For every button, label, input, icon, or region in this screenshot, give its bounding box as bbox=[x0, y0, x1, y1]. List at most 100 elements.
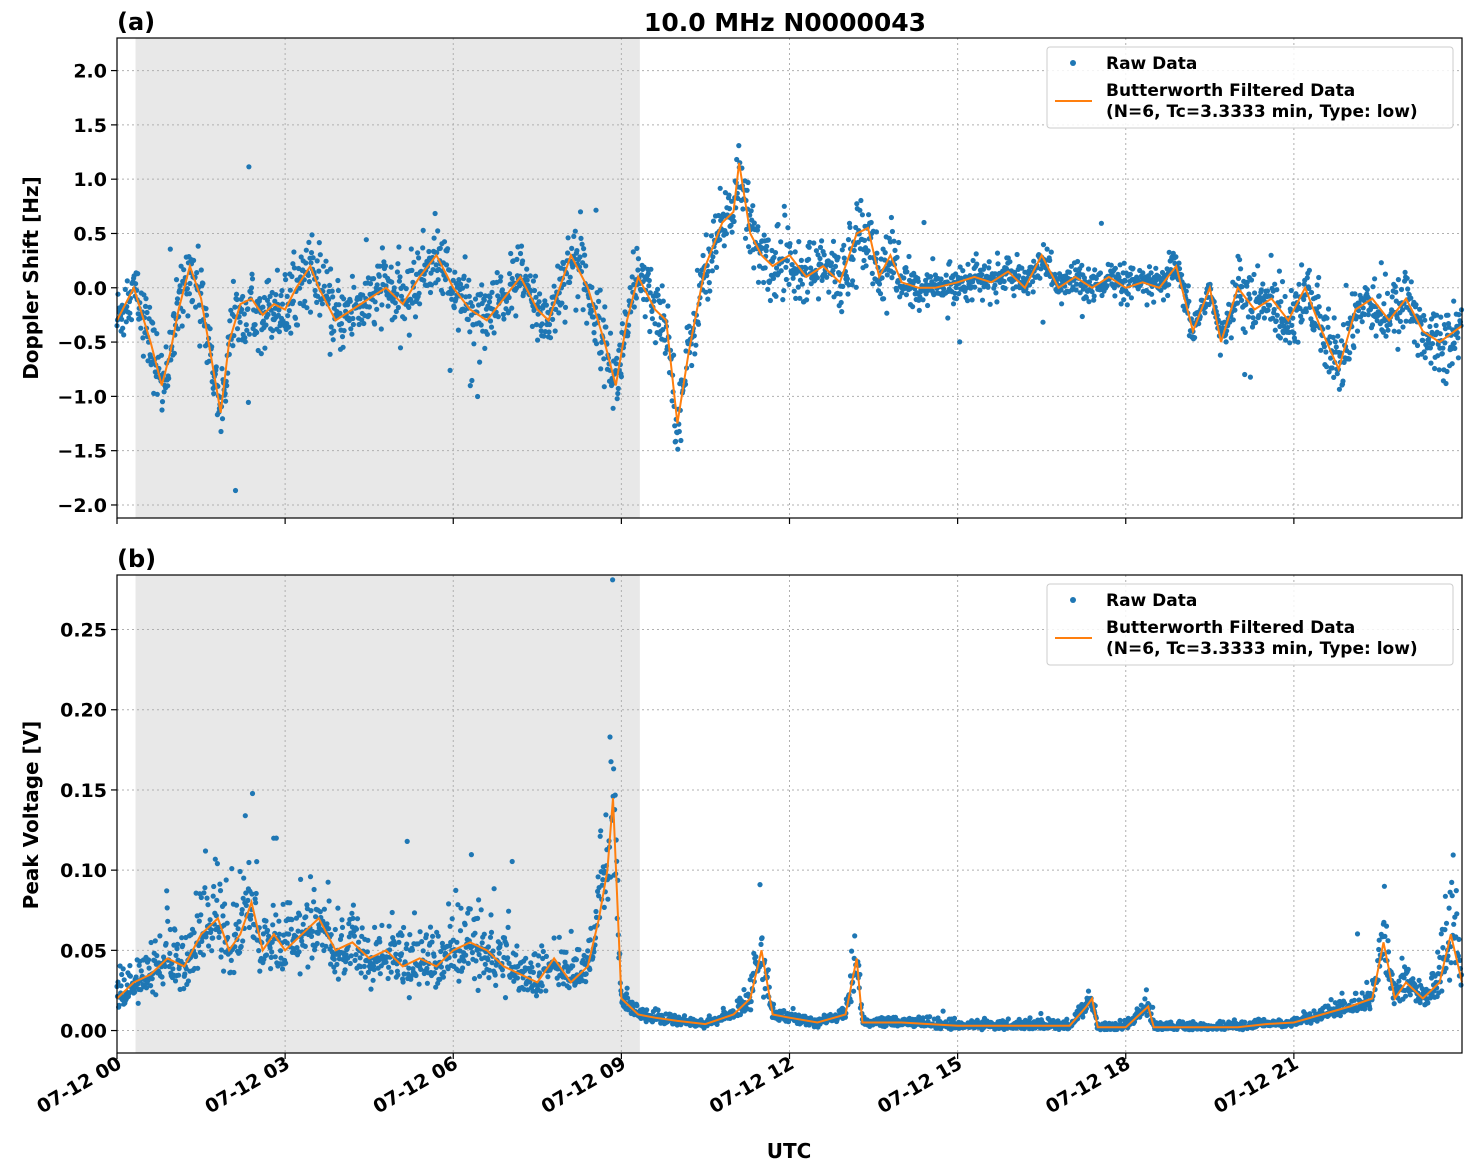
raw-data-point bbox=[965, 261, 971, 267]
raw-data-point bbox=[1442, 340, 1448, 346]
raw-data-point bbox=[379, 922, 385, 929]
raw-data-point bbox=[200, 280, 206, 287]
raw-data-point bbox=[179, 323, 185, 329]
raw-data-point bbox=[731, 218, 737, 224]
raw-data-point bbox=[420, 245, 426, 251]
raw-data-point bbox=[133, 281, 139, 287]
raw-data-point bbox=[695, 321, 702, 327]
raw-data-point bbox=[1247, 374, 1253, 380]
raw-data-point bbox=[547, 335, 554, 341]
raw-data-point bbox=[347, 960, 353, 967]
raw-data-point bbox=[889, 228, 896, 235]
raw-data-point bbox=[213, 364, 219, 370]
raw-data-point bbox=[416, 290, 422, 296]
raw-data-point bbox=[372, 321, 378, 327]
raw-data-point bbox=[1124, 302, 1130, 308]
raw-data-point bbox=[452, 953, 458, 959]
raw-data-point bbox=[191, 930, 197, 936]
raw-data-point bbox=[1332, 339, 1338, 345]
raw-data-point bbox=[556, 310, 562, 316]
raw-data-point bbox=[681, 1013, 688, 1019]
raw-data-point bbox=[279, 301, 286, 307]
raw-data-point bbox=[214, 861, 220, 867]
raw-data-point bbox=[217, 881, 223, 887]
raw-data-point bbox=[888, 214, 895, 221]
raw-data-point bbox=[787, 241, 793, 247]
raw-data-point bbox=[1019, 265, 1025, 271]
raw-data-point bbox=[1314, 282, 1320, 288]
raw-data-point bbox=[431, 953, 437, 959]
raw-data-point bbox=[305, 272, 311, 278]
raw-data-point bbox=[290, 298, 296, 304]
raw-data-point bbox=[495, 314, 501, 320]
raw-data-point bbox=[339, 924, 346, 931]
raw-data-point bbox=[524, 277, 530, 283]
raw-data-point bbox=[532, 273, 539, 279]
raw-data-point bbox=[805, 289, 811, 295]
raw-data-point bbox=[499, 967, 505, 973]
raw-data-point bbox=[466, 293, 472, 299]
raw-data-point bbox=[580, 260, 586, 266]
raw-data-point bbox=[1376, 293, 1382, 299]
raw-data-point bbox=[520, 258, 526, 264]
raw-data-point bbox=[579, 241, 585, 247]
raw-data-point bbox=[360, 292, 366, 298]
raw-data-point bbox=[884, 272, 890, 278]
raw-data-point bbox=[798, 257, 805, 263]
raw-data-point bbox=[135, 271, 141, 277]
raw-data-point bbox=[717, 237, 723, 243]
y-tick-label: −2.0 bbox=[57, 495, 107, 517]
raw-data-point bbox=[537, 970, 543, 976]
raw-data-point bbox=[465, 960, 471, 967]
raw-data-point bbox=[1085, 988, 1092, 994]
raw-data-point bbox=[119, 971, 125, 978]
raw-data-point bbox=[210, 935, 216, 941]
raw-data-point bbox=[647, 290, 653, 296]
raw-data-point bbox=[341, 328, 347, 334]
raw-data-point bbox=[395, 261, 401, 267]
raw-data-point bbox=[276, 307, 282, 313]
raw-data-point bbox=[638, 288, 644, 294]
raw-data-point bbox=[1098, 220, 1104, 226]
raw-data-point bbox=[154, 953, 160, 959]
raw-data-point bbox=[728, 222, 734, 228]
raw-data-point bbox=[356, 939, 362, 945]
raw-data-point bbox=[796, 239, 802, 245]
raw-data-point bbox=[366, 312, 372, 318]
raw-data-point bbox=[1346, 356, 1352, 362]
raw-data-point bbox=[203, 312, 210, 318]
raw-data-point bbox=[1333, 344, 1339, 350]
raw-data-point bbox=[863, 263, 869, 269]
raw-data-point bbox=[221, 968, 227, 974]
raw-data-point bbox=[404, 941, 410, 947]
raw-data-point bbox=[388, 264, 394, 270]
raw-data-point bbox=[219, 366, 225, 372]
raw-data-point bbox=[397, 274, 403, 280]
raw-data-point bbox=[672, 423, 678, 429]
raw-data-point bbox=[283, 277, 289, 283]
raw-data-point bbox=[419, 939, 425, 945]
raw-data-point bbox=[347, 298, 353, 304]
raw-data-point bbox=[930, 256, 936, 262]
raw-data-point bbox=[744, 226, 750, 232]
raw-data-point bbox=[406, 332, 412, 338]
raw-data-point bbox=[248, 912, 254, 918]
raw-data-point bbox=[467, 329, 473, 335]
raw-data-point bbox=[533, 322, 540, 328]
raw-data-point bbox=[223, 877, 229, 883]
raw-data-point bbox=[761, 279, 767, 286]
raw-data-point bbox=[662, 350, 668, 356]
raw-data-point bbox=[379, 245, 385, 251]
raw-data-point bbox=[567, 279, 573, 285]
panel-b-voltage: 0.000.050.100.150.200.25 (b) Peak Voltag… bbox=[19, 545, 1465, 1059]
raw-data-point bbox=[305, 964, 311, 970]
raw-data-point bbox=[338, 321, 345, 327]
raw-data-point bbox=[881, 296, 887, 302]
raw-data-point bbox=[1413, 302, 1419, 308]
raw-data-point bbox=[655, 1007, 661, 1013]
raw-data-point bbox=[420, 227, 426, 233]
raw-data-point bbox=[987, 301, 993, 307]
raw-data-point bbox=[1398, 286, 1405, 293]
raw-data-point bbox=[314, 258, 320, 264]
raw-data-point bbox=[361, 320, 367, 327]
